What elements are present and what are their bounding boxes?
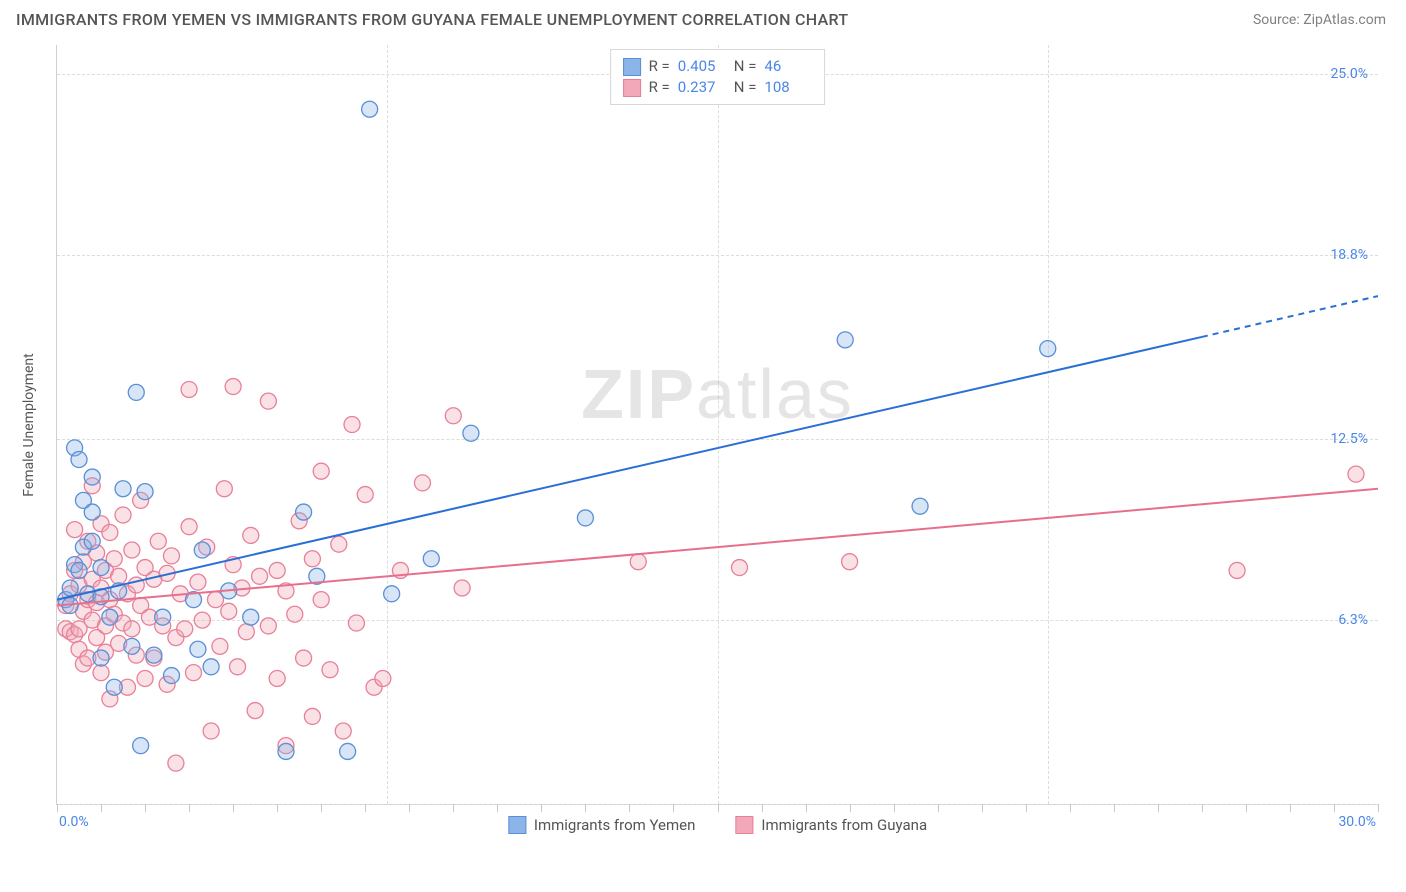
series-legend: Immigrants from Yemen Immigrants from Gu…: [508, 816, 927, 834]
legend-item-yemen: Immigrants from Yemen: [508, 816, 696, 834]
y-axis-label: Female Unemployment: [21, 353, 37, 497]
plot-area: Female Unemployment ZIPatlas R = 0.405 N…: [56, 45, 1378, 805]
swatch-icon: [508, 816, 526, 834]
chart-title: IMMIGRANTS FROM YEMEN VS IMMIGRANTS FROM…: [16, 10, 848, 29]
x-axis-start: 0.0%: [59, 814, 89, 830]
n-value-yemen: 46: [764, 56, 812, 77]
swatch-icon: [735, 816, 753, 834]
chart-container: Female Unemployment ZIPatlas R = 0.405 N…: [16, 35, 1390, 865]
swatch-icon: [623, 79, 641, 97]
stats-row-yemen: R = 0.405 N = 46: [623, 56, 813, 77]
r-value-yemen: 0.405: [678, 56, 726, 77]
x-axis-end: 30.0%: [1338, 814, 1376, 830]
stats-row-guyana: R = 0.237 N = 108: [623, 77, 813, 98]
n-value-guyana: 108: [764, 77, 812, 98]
legend-label-yemen: Immigrants from Yemen: [534, 816, 696, 834]
stats-legend: R = 0.405 N = 46 R = 0.237 N = 108: [610, 49, 826, 105]
swatch-icon: [623, 58, 641, 76]
r-value-guyana: 0.237: [678, 77, 726, 98]
plot-svg: [57, 45, 1378, 804]
legend-item-guyana: Immigrants from Guyana: [735, 816, 927, 834]
source-label: Source: ZipAtlas.com: [1253, 12, 1386, 28]
legend-label-guyana: Immigrants from Guyana: [761, 816, 927, 834]
